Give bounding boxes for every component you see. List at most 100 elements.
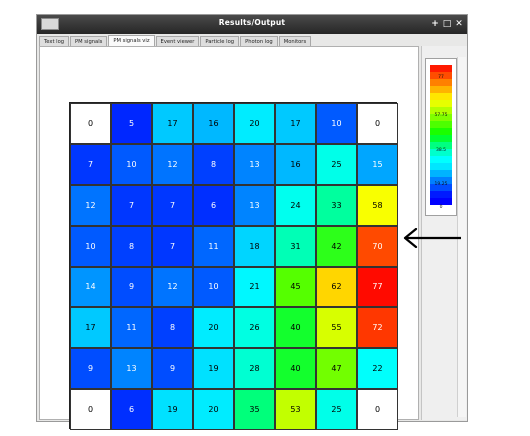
pm-cell[interactable]: 19 <box>152 389 193 430</box>
pm-cell[interactable]: 16 <box>193 103 234 144</box>
pin-icon[interactable]: + <box>431 19 439 29</box>
pm-cell[interactable]: 33 <box>316 184 357 226</box>
pm-cell[interactable]: 5 <box>111 103 152 144</box>
scale-label-75: 57.75 <box>434 113 448 118</box>
color-scale-segment <box>430 163 452 170</box>
pm-cell[interactable]: 7 <box>70 143 111 185</box>
pm-cell[interactable]: 25 <box>316 389 357 430</box>
pm-signals-viz-panel: 0 5 17 16 20 17 10 0 7 10 12 8 13 16 25 15 12 7 7 6 13 24 33 58… <box>39 46 419 430</box>
pm-cell[interactable]: 12 <box>152 143 193 185</box>
pm-cell[interactable]: 0 <box>357 389 398 430</box>
pm-cell[interactable]: 13 <box>234 143 275 185</box>
pm-cell[interactable]: 13 <box>234 184 275 226</box>
color-scale-segment <box>430 128 452 135</box>
pm-cell[interactable]: 40 <box>275 307 316 349</box>
pm-cell[interactable]: 77 <box>357 266 398 308</box>
pm-cell[interactable]: 20 <box>193 307 234 349</box>
window-title: Results/Output <box>218 18 286 27</box>
pm-cell[interactable]: 21 <box>234 266 275 308</box>
tab-monitors[interactable]: Monitors <box>278 36 312 47</box>
color-scale-legend: 77 57.75 38.5 19.25 0 <box>425 58 457 216</box>
pm-cell[interactable]: 17 <box>275 103 316 144</box>
pm-cell[interactable]: 13 <box>111 348 152 390</box>
scale-label-max: 77 <box>438 75 444 80</box>
color-scale-segment <box>430 79 452 86</box>
pm-cell[interactable]: 28 <box>234 348 275 390</box>
color-scale-segment <box>430 149 452 156</box>
color-scale-segment <box>430 184 452 191</box>
maximize-icon[interactable]: □ <box>442 19 452 29</box>
pm-cell[interactable]: 53 <box>275 389 316 430</box>
tab-pm-signals[interactable]: PM signals <box>70 36 108 47</box>
pm-cell[interactable]: 26 <box>234 307 275 349</box>
pm-cell[interactable]: 8 <box>193 143 234 185</box>
pm-cell[interactable]: 20 <box>193 389 234 430</box>
pm-cell[interactable]: 58 <box>357 184 398 226</box>
pm-cell[interactable]: 12 <box>152 266 193 308</box>
color-scale-segment <box>430 156 452 163</box>
pm-cell[interactable]: 17 <box>70 307 111 349</box>
tab-photon-log[interactable]: Photon log <box>240 36 278 47</box>
pm-cell[interactable]: 70 <box>357 225 398 267</box>
pm-cell[interactable]: 18 <box>234 225 275 267</box>
pm-cell[interactable]: 45 <box>275 266 316 308</box>
pm-cell[interactable]: 42 <box>316 225 357 267</box>
pm-cell[interactable]: 19 <box>193 348 234 390</box>
tab-pm-signals-viz[interactable]: PM signals viz <box>108 35 155 47</box>
pm-cell[interactable]: 10 <box>111 143 152 185</box>
close-icon[interactable]: ✕ <box>455 19 463 29</box>
title-bar[interactable]: Results/Output + □ ✕ <box>37 15 467 34</box>
pm-cell[interactable]: 0 <box>70 103 111 144</box>
color-scale-segment <box>430 93 452 100</box>
pm-cell[interactable]: 7 <box>152 225 193 267</box>
scale-label-min: 0 <box>439 205 443 210</box>
tab-particle-log[interactable]: Particle log <box>200 36 240 47</box>
pm-cell[interactable]: 7 <box>111 184 152 226</box>
pm-cell[interactable]: 8 <box>152 307 193 349</box>
pm-cell[interactable]: 62 <box>316 266 357 308</box>
pm-cell[interactable]: 10 <box>193 266 234 308</box>
pm-cell[interactable]: 31 <box>275 225 316 267</box>
color-scale-segment <box>430 86 452 93</box>
pm-cell[interactable]: 6 <box>193 184 234 226</box>
pm-cell[interactable]: 11 <box>193 225 234 267</box>
pm-cell[interactable]: 8 <box>111 225 152 267</box>
tab-text-log[interactable]: Text log <box>39 36 70 47</box>
tab-bar: Text log PM signals PM signals viz Event vi… <box>39 35 312 47</box>
left-arrow-icon <box>403 228 461 248</box>
pm-cell[interactable]: 17 <box>152 103 193 144</box>
color-scale-segment <box>430 107 452 114</box>
pm-cell[interactable]: 55 <box>316 307 357 349</box>
pm-cell[interactable]: 12 <box>70 184 111 226</box>
pm-cell[interactable]: 72 <box>357 307 398 349</box>
color-scale-segment <box>430 191 452 198</box>
pm-cell[interactable]: 47 <box>316 348 357 390</box>
pm-cell[interactable]: 0 <box>357 103 398 144</box>
pm-cell[interactable]: 40 <box>275 348 316 390</box>
pm-cell[interactable]: 20 <box>234 103 275 144</box>
pm-cell[interactable]: 10 <box>70 225 111 267</box>
pm-cell[interactable]: 9 <box>111 266 152 308</box>
results-window: Results/Output + □ ✕ Text log PM signals P… <box>36 14 468 430</box>
pm-cell[interactable]: 10 <box>316 103 357 144</box>
pm-cell[interactable]: 25 <box>316 143 357 185</box>
pm-cell[interactable]: 15 <box>357 143 398 185</box>
color-scale-segment <box>430 114 452 121</box>
color-scale-segment <box>430 198 452 205</box>
pm-cell[interactable]: 0 <box>70 389 111 430</box>
color-scale-segment <box>430 177 452 184</box>
color-scale-bar <box>430 65 452 205</box>
pm-cell[interactable]: 7 <box>152 184 193 226</box>
pm-cell[interactable]: 24 <box>275 184 316 226</box>
tab-event-viewer[interactable]: Event viewer <box>155 36 200 47</box>
color-scale-segment <box>430 135 452 142</box>
pm-cell[interactable]: 14 <box>70 266 111 308</box>
pm-cell[interactable]: 9 <box>70 348 111 390</box>
pm-cell[interactable]: 11 <box>111 307 152 349</box>
pm-cell[interactable]: 6 <box>111 389 152 430</box>
pm-cell[interactable]: 22 <box>357 348 398 390</box>
pm-cell[interactable]: 35 <box>234 389 275 430</box>
pm-cell[interactable]: 16 <box>275 143 316 185</box>
color-scale-segment <box>430 170 452 177</box>
pm-cell[interactable]: 9 <box>152 348 193 390</box>
